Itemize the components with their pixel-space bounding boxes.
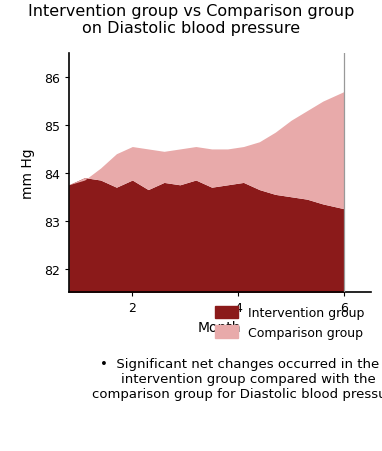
Y-axis label: mm Hg: mm Hg [21,148,36,199]
X-axis label: Month: Month [198,320,241,334]
Text: Intervention group vs Comparison group
on Diastolic blood pressure: Intervention group vs Comparison group o… [28,4,354,36]
Text: •  Significant net changes occurred in the
    intervention group compared with : • Significant net changes occurred in th… [75,357,382,400]
Legend: Intervention group, Comparison group: Intervention group, Comparison group [215,306,364,339]
